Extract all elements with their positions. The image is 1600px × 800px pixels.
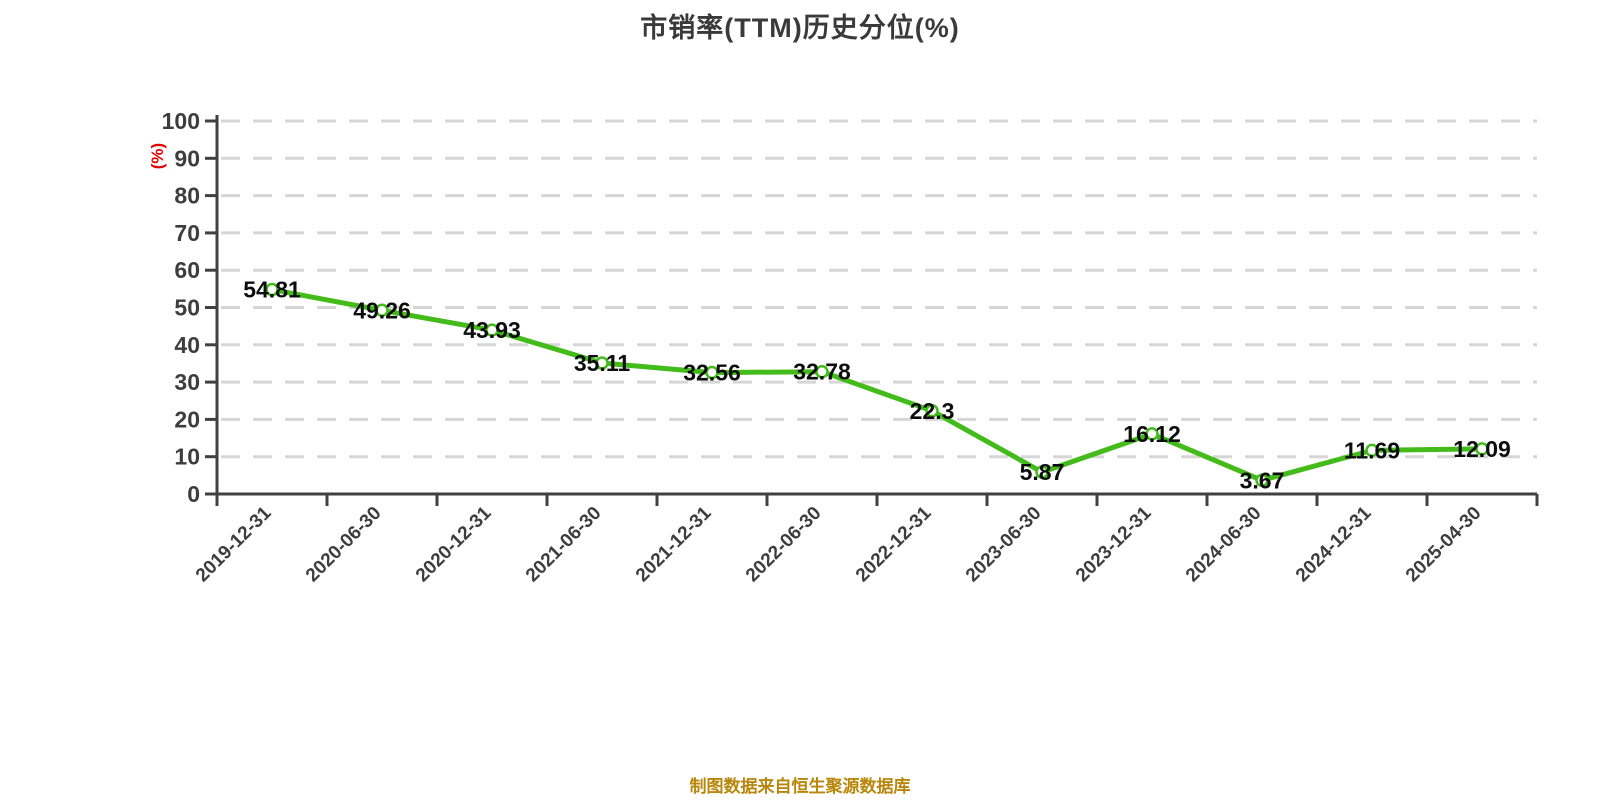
x-tick-label: 2019-12-31 bbox=[192, 502, 276, 586]
data-point bbox=[1145, 427, 1159, 441]
x-tick-label: 2021-06-30 bbox=[522, 503, 606, 587]
data-point bbox=[1035, 465, 1049, 479]
series-line bbox=[269, 287, 1485, 483]
data-label: 35.11 bbox=[574, 350, 630, 376]
x-tick-label: 2024-12-31 bbox=[1292, 502, 1376, 586]
data-point bbox=[1255, 473, 1269, 488]
data-label: 49.26 bbox=[353, 297, 411, 323]
y-tick-label: 30 bbox=[174, 369, 200, 395]
data-label: 54.81 bbox=[243, 277, 301, 303]
footer-source-note: 制图数据来自恒生聚源数据库 bbox=[689, 777, 911, 796]
data-point bbox=[265, 282, 279, 297]
data-label: 16.12 bbox=[1123, 421, 1181, 447]
x-tick-label: 2021-12-31 bbox=[632, 502, 716, 586]
x-tick-label: 2022-12-31 bbox=[852, 502, 936, 586]
y-tick-label: 60 bbox=[174, 257, 200, 283]
x-tick-label: 2022-06-30 bbox=[742, 503, 826, 587]
y-tick-label: 80 bbox=[174, 183, 200, 209]
data-point bbox=[375, 303, 389, 318]
data-label: 43.93 bbox=[463, 317, 521, 343]
y-tick-label: 50 bbox=[174, 295, 200, 321]
data-point bbox=[595, 356, 609, 370]
y-tick-label: 10 bbox=[174, 444, 200, 470]
x-tick-label: 2025-04-30 bbox=[1402, 503, 1486, 587]
data-label: 32.56 bbox=[683, 360, 741, 386]
data-point bbox=[1365, 443, 1379, 458]
data-label: 11.69 bbox=[1344, 437, 1400, 463]
data-point bbox=[925, 404, 939, 418]
y-tick-label: 100 bbox=[162, 108, 200, 134]
data-point bbox=[485, 323, 499, 337]
y-tick-label: 90 bbox=[174, 145, 200, 171]
x-tick-label: 2023-06-30 bbox=[962, 503, 1046, 587]
data-label: 3.67 bbox=[1240, 467, 1285, 493]
data-label: 5.87 bbox=[1020, 459, 1065, 485]
y-tick-label: 70 bbox=[174, 220, 200, 246]
x-tick-label: 2020-06-30 bbox=[302, 503, 386, 587]
y-tick-label: 40 bbox=[174, 332, 200, 358]
chart-title: 市销率(TTM)历史分位(%) bbox=[640, 13, 960, 43]
data-point bbox=[1475, 442, 1489, 456]
data-label: 12.09 bbox=[1453, 436, 1511, 462]
data-point bbox=[705, 365, 719, 380]
data-label: 32.78 bbox=[793, 359, 851, 385]
x-tick-label: 2020-12-31 bbox=[412, 502, 496, 586]
data-label: 22.3 bbox=[910, 398, 955, 424]
data-point bbox=[815, 364, 829, 379]
x-tick-label: 2024-06-30 bbox=[1182, 503, 1266, 587]
x-tick-label: 2023-12-31 bbox=[1072, 502, 1156, 586]
y-tick-label: 0 bbox=[187, 481, 200, 507]
y-tick-label: 20 bbox=[174, 406, 200, 432]
